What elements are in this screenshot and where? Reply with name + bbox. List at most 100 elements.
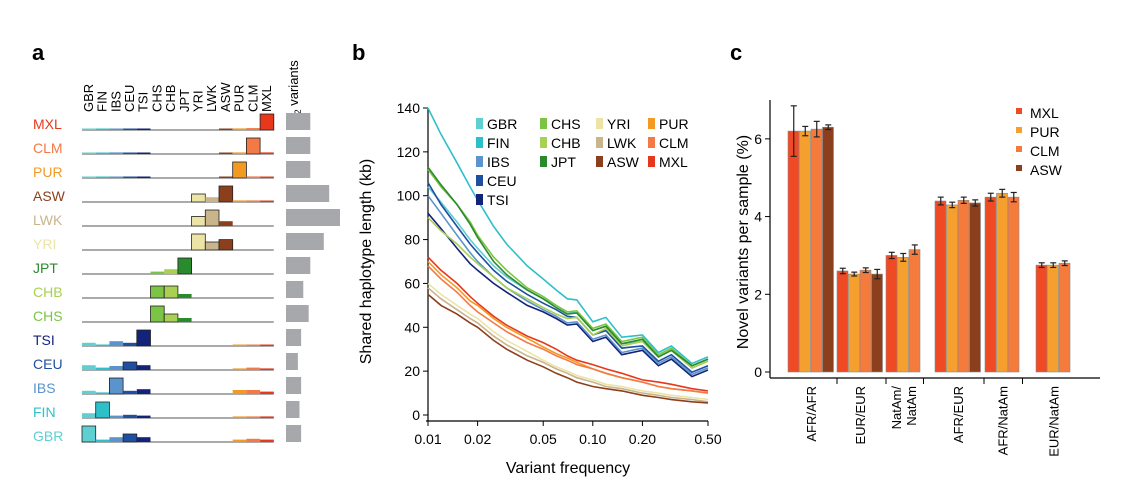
y-axis-label: Shared haplotype length (kb): [358, 159, 375, 364]
legend-swatch: [540, 118, 547, 129]
category-label: EUR/NatAm: [1046, 386, 1061, 457]
panel-a-sharing-matrix: GBRFINIBSCEUTSICHSCHBJPTYRILWKASWPURCLMM…: [33, 60, 340, 444]
legend-label-pur: PUR: [659, 116, 689, 132]
column-header-jpt: JPT: [177, 89, 192, 112]
f2-variants-bar: [286, 353, 298, 370]
f2-variants-bar: [286, 377, 302, 394]
row-label-tsi: TSI: [33, 332, 55, 348]
column-header-ibs: IBS: [108, 91, 123, 112]
bar-mxl: [934, 200, 947, 373]
sharing-bar: [219, 176, 233, 178]
sharing-bar: [260, 152, 274, 154]
sharing-bar: [260, 439, 274, 442]
y-tick-label: 120: [397, 144, 421, 160]
row-label-chb: CHB: [33, 284, 63, 300]
legend-label-gbr: GBR: [487, 116, 517, 132]
sharing-bar: [109, 415, 124, 418]
bar-asw: [822, 126, 834, 373]
legend-swatch: [1016, 127, 1022, 133]
sharing-bar: [123, 342, 137, 346]
legend-swatch: [648, 118, 655, 129]
sharing-bar: [95, 176, 110, 178]
series-line-clm: [427, 265, 709, 394]
row-label-chs: CHS: [33, 308, 63, 324]
bar-asw: [969, 202, 981, 373]
sharing-bar: [150, 305, 165, 323]
sharing-bar: [136, 437, 151, 442]
legend-label-tsi: TSI: [487, 192, 509, 208]
legend-swatch: [648, 156, 655, 167]
sharing-bar: [82, 152, 96, 154]
bar-mxl: [984, 196, 997, 373]
x-tick-label: 0.10: [579, 431, 606, 447]
row-label-yri: YRI: [33, 236, 56, 252]
sharing-bar: [260, 344, 274, 346]
sharing-bar: [232, 368, 247, 370]
y-tick-label: 20: [404, 363, 420, 379]
x-tick-label: 0.02: [464, 431, 491, 447]
legend-label-yri: YRI: [607, 116, 630, 132]
bar-asw: [871, 273, 883, 373]
series-line-jpt: [427, 166, 709, 367]
sharing-bar: [95, 392, 110, 394]
legend-label-chb: CHB: [551, 135, 581, 151]
f2-variants-bar: [286, 329, 302, 346]
sharing-bar: [204, 241, 220, 251]
sharing-bar: [109, 128, 124, 130]
sharing-bar: [219, 152, 233, 154]
sharing-bar: [122, 433, 138, 443]
legend-swatch: [1016, 165, 1022, 171]
y-axis-label: Novel variants per sample (%): [735, 135, 752, 349]
sharing-bar: [232, 439, 247, 442]
sharing-bar: [82, 390, 96, 394]
x-axis-label: Variant frequency: [506, 460, 630, 477]
bar-clm: [810, 128, 823, 373]
column-header-tsi: TSI: [136, 92, 151, 112]
category-label: EUR/EUR: [853, 386, 868, 445]
legend-swatch: [648, 137, 655, 148]
sharing-bar: [95, 128, 110, 130]
y-tick-label: 2: [754, 286, 762, 302]
f2-variants-bar: [286, 257, 311, 274]
legend-label-mxl: MXL: [1030, 105, 1059, 121]
bar-clm: [908, 249, 921, 373]
sharing-bar: [136, 389, 151, 394]
f2-variants-bar: [286, 161, 311, 178]
legend-swatch: [476, 194, 483, 205]
sharing-bar: [232, 390, 247, 394]
sharing-bar: [232, 161, 247, 179]
legend-label-jpt: JPT: [551, 154, 576, 170]
legend-label-fin: FIN: [487, 135, 510, 151]
legend-label-asw: ASW: [1030, 162, 1063, 178]
y-tick-label: 0: [412, 407, 420, 423]
sharing-bar: [109, 152, 124, 154]
sharing-bar: [123, 390, 137, 394]
sharing-bar: [95, 367, 110, 370]
column-header-pur: PUR: [232, 85, 247, 112]
y-tick-label: 6: [754, 131, 762, 147]
series-line-mxl: [427, 256, 709, 392]
bar-pur: [1047, 264, 1059, 373]
f2-variants-bar: [286, 113, 311, 130]
sharing-bar: [164, 269, 178, 274]
sharing-bar: [123, 414, 137, 418]
series-line-fin: [427, 107, 709, 365]
sharing-bar: [95, 401, 110, 419]
sharing-bar: [109, 437, 124, 442]
sharing-bar: [122, 361, 138, 371]
sharing-bar: [232, 416, 247, 418]
sharing-bar: [246, 344, 261, 346]
x-tick-label: 0.01: [414, 431, 441, 447]
y-tick-label: 100: [397, 188, 421, 204]
series-line-lwk: [427, 287, 709, 403]
sharing-bar: [232, 152, 247, 154]
f2-variants-header: f2 variants: [286, 60, 303, 118]
sharing-bar: [246, 200, 261, 202]
category-label: AFR/EUR: [951, 386, 966, 443]
sharing-bar: [191, 193, 206, 203]
sharing-bar: [218, 239, 234, 251]
sharing-bar: [232, 200, 247, 202]
sharing-bar: [245, 137, 261, 155]
sharing-bar: [246, 390, 261, 394]
